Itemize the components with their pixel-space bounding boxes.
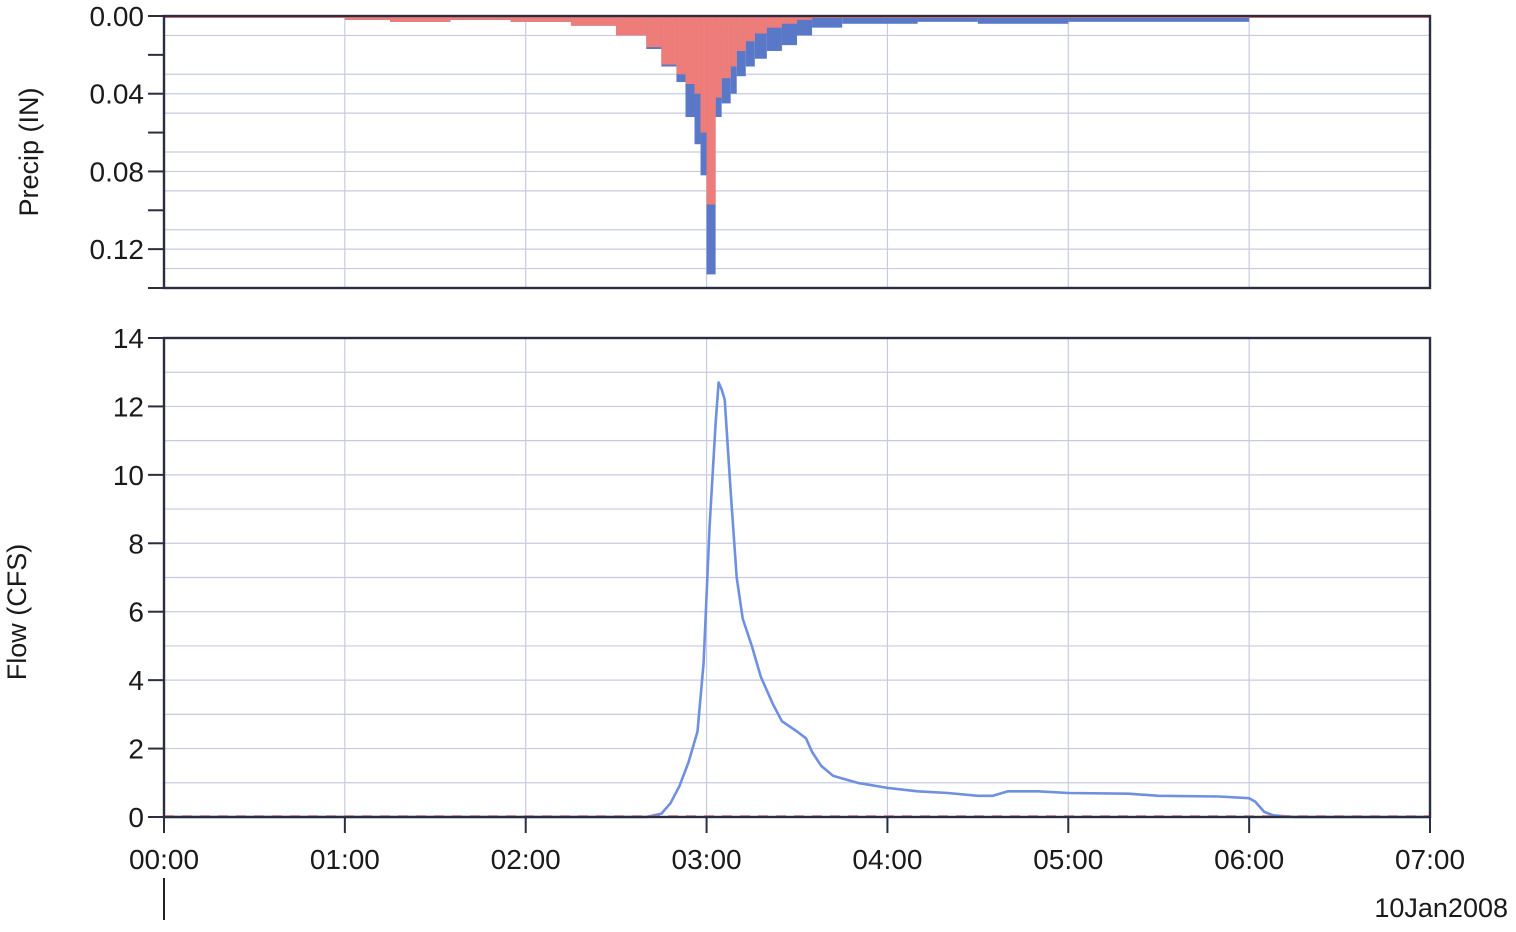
flow-ytick-label-1: 2: [128, 734, 144, 765]
flow-ytick-label-4: 8: [128, 528, 144, 559]
flow-ytick-label-5: 10: [113, 460, 144, 491]
precip-bar-loss-15: [721, 16, 731, 79]
precip-bar-loss-7: [646, 16, 662, 48]
precip-bar-loss-8: [661, 16, 677, 65]
flow-y-ticks: 0 2 4 6 8 10 12 14: [113, 323, 164, 833]
precip-frame-border: [162, 14, 1432, 290]
precip-bar-loss-20: [766, 16, 782, 28]
flow-ytick-label-6: 12: [113, 391, 144, 422]
precip-bar-total-25: [917, 16, 978, 22]
precip-frame: [162, 14, 1432, 290]
x-tick-label-0: 00:00: [129, 844, 199, 875]
x-tick-label-6: 06:00: [1214, 844, 1284, 875]
precip-bar-total-24: [842, 16, 918, 24]
precip-bar-total-23: [812, 16, 843, 28]
flow-ytick-label-2: 4: [128, 665, 144, 696]
precip-ytick-label-1: 0.04: [90, 79, 145, 110]
x-tick-label-7: 07:00: [1395, 844, 1465, 875]
precip-bar-loss-13: [706, 16, 716, 205]
x-tick-label-5: 05:00: [1033, 844, 1103, 875]
flow-frame: [162, 336, 1432, 819]
precip-bars: [164, 16, 1430, 275]
precip-y-axis-label: Precip (IN): [14, 87, 44, 216]
flow-frame-border: [162, 336, 1432, 819]
precip-bar-loss-12: [700, 16, 707, 133]
precip-bar-loss-19: [754, 16, 767, 34]
precip-bar-loss-1: [344, 16, 391, 20]
precip-bar-loss-4: [510, 16, 571, 22]
precip-bar-loss-21: [781, 16, 797, 24]
precip-bar-loss-18: [745, 16, 755, 42]
flow-series-flow: [164, 381, 1430, 819]
precip-bar-loss-5: [570, 16, 617, 26]
precip-bar-loss-2: [390, 16, 451, 22]
precip-ytick-label-2: 0.08: [90, 156, 145, 187]
precip-bar-loss-14: [715, 16, 722, 98]
precip-panel: 0.00 0.04 0.08 0.12 Precip (IN): [14, 1, 1432, 290]
x-tick-label-2: 02:00: [491, 844, 561, 875]
precip-bar-loss-17: [736, 16, 746, 51]
precip-bar-loss-16: [730, 16, 737, 67]
date-label: 10Jan2008: [1374, 893, 1508, 923]
precip-bar-loss-10: [685, 16, 695, 84]
precip-bar-loss-9: [676, 16, 686, 75]
precip-bar-loss-11: [694, 16, 701, 94]
precip-bar-total-27: [1068, 16, 1250, 22]
flow-y-axis-label: Flow (CFS): [2, 544, 32, 681]
precip-gridlines: [163, 16, 1431, 288]
precip-bar-loss-3: [450, 16, 511, 20]
precip-bar-total-22: [797, 16, 813, 36]
precip-bar-loss-22: [797, 16, 813, 20]
flow-ytick-label-7: 14: [113, 323, 144, 354]
precip-ytick-label-0: 0.00: [90, 1, 145, 32]
time-x-axis: 00:00 01:00 02:00 03:00 04:00 05:00 06:00 07:00: [129, 817, 1465, 875]
precip-y-ticks: 0.00 0.04 0.08 0.12: [90, 1, 164, 289]
x-tick-label-4: 04:00: [852, 844, 922, 875]
x-tick-label-1: 01:00: [310, 844, 380, 875]
flow-panel: 0 2 4 6 8 10 12 14 Flow (CFS): [2, 323, 1432, 833]
precip-bar-total-26: [977, 16, 1069, 24]
flow-ytick-label-3: 6: [128, 597, 144, 628]
precip-ytick-label-3: 0.12: [90, 234, 145, 265]
flow-ytick-label-0: 0: [128, 802, 144, 833]
x-tick-label-3: 03:00: [672, 844, 742, 875]
precip-bar-loss-6: [616, 16, 647, 36]
